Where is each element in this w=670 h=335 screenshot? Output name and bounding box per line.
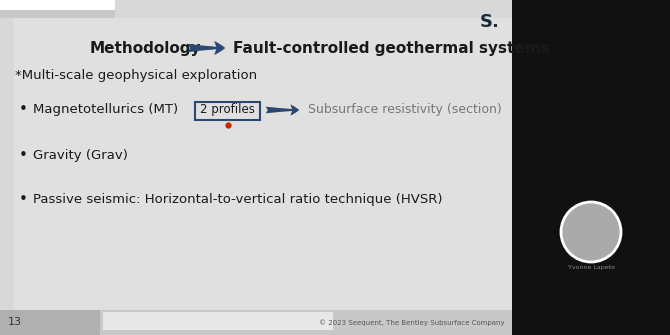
Text: Fault-controlled geothermal systems: Fault-controlled geothermal systems <box>233 41 549 56</box>
Bar <box>0 310 512 335</box>
Text: *Multi-scale geophysical exploration: *Multi-scale geophysical exploration <box>15 69 257 82</box>
Bar <box>14 18 512 335</box>
Circle shape <box>561 202 621 262</box>
Bar <box>512 0 670 335</box>
Text: Gravity (Grav): Gravity (Grav) <box>33 148 128 161</box>
Text: Methodology: Methodology <box>90 41 202 56</box>
Text: © 2023 Seequent, The Bentley Subsurface Company: © 2023 Seequent, The Bentley Subsurface … <box>320 320 505 326</box>
Text: •: • <box>19 147 27 162</box>
Text: •: • <box>19 103 27 118</box>
Bar <box>0 0 115 10</box>
Text: Passive seismic: Horizontal-to-vertical ratio technique (HVSR): Passive seismic: Horizontal-to-vertical … <box>33 194 442 206</box>
Text: 13: 13 <box>8 317 22 327</box>
Bar <box>0 310 100 335</box>
Text: Subsurface resistivity (section): Subsurface resistivity (section) <box>308 104 502 117</box>
Bar <box>195 102 260 120</box>
Text: 2 profiles: 2 profiles <box>200 104 255 117</box>
Text: Yvonne Lapete: Yvonne Lapete <box>567 266 614 270</box>
Text: Magnetotellurics (MT): Magnetotellurics (MT) <box>33 104 178 117</box>
Text: •: • <box>19 193 27 207</box>
Text: S.: S. <box>480 13 500 31</box>
Bar <box>0 10 115 18</box>
Bar <box>103 312 333 330</box>
Bar <box>0 0 512 335</box>
